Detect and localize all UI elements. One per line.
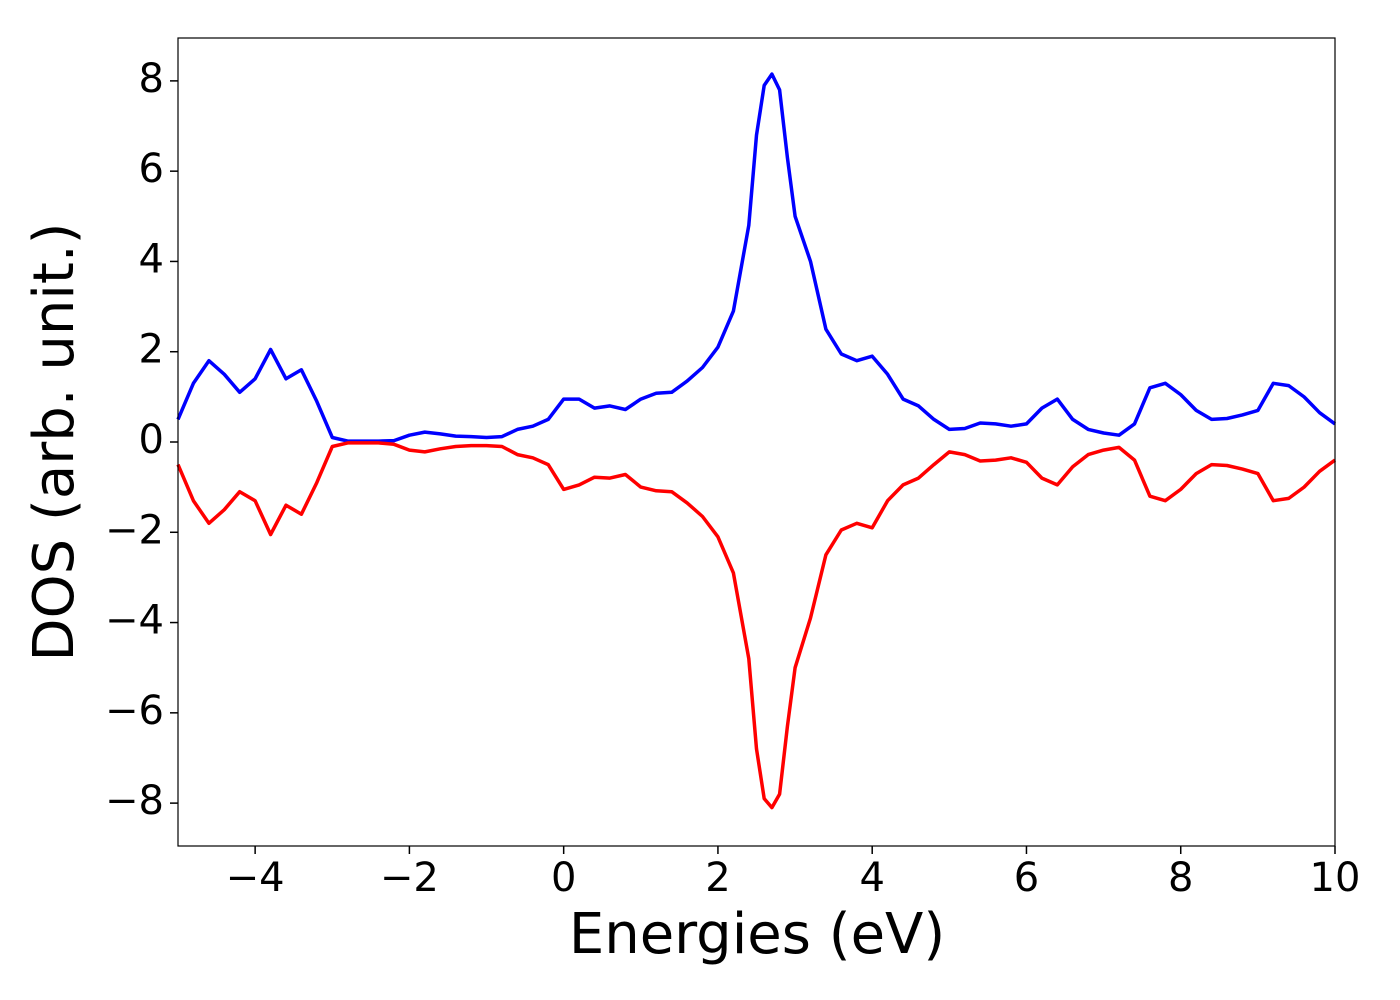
y-tick-label: 8 [139,56,164,102]
x-tick-label: 8 [1168,855,1193,901]
series-line [176,441,1337,810]
y-tick-label: −6 [105,688,164,734]
plot-frame [177,37,1336,847]
y-tick-label: 2 [139,327,164,373]
x-tick-label: 0 [551,855,576,901]
y-tick-label: −8 [105,778,164,824]
x-tick-label: 2 [705,855,730,901]
x-tick-label: −4 [226,855,285,901]
x-tick-label: 4 [859,855,884,901]
x-axis-label: Energies (eV) [569,902,945,967]
x-tick-label: −2 [380,855,439,901]
x-tick-label: 10 [1310,855,1361,901]
y-tick-label: 6 [139,146,164,192]
y-tick-label: 4 [139,236,164,282]
y-axis-label: DOS (arb. unit.) [22,222,87,661]
y-tick-label: 0 [139,417,164,463]
y-tick-label: −4 [105,598,164,644]
x-tick-label: 6 [1014,855,1039,901]
series-line [176,72,1337,443]
y-tick-label: −2 [105,507,164,553]
